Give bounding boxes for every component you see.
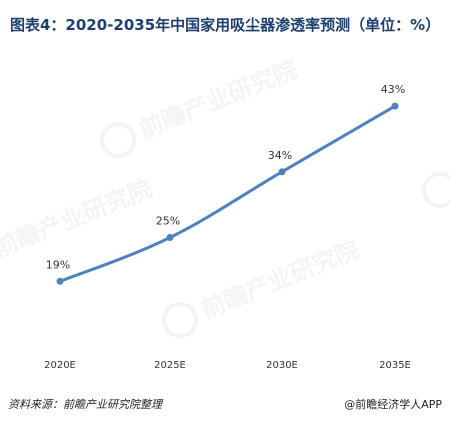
- data-point: [166, 234, 174, 241]
- data-label: 19%: [46, 258, 70, 271]
- watermark-text: 前瞻产业研究院: [0, 174, 156, 263]
- data-label: 34%: [268, 149, 292, 162]
- watermark-logo-icon: [422, 172, 450, 208]
- credit-note: @前瞻经济学人APP: [344, 398, 442, 411]
- footer: 资料来源：前瞻产业研究院整理 @前瞻经济学人APP: [8, 396, 442, 412]
- chart-title: 图表4：2020-2035年中国家用吸尘器渗透率预测（单位：%）: [10, 16, 441, 34]
- watermark-group: 前瞻产业研究院 前瞻产业研究院 前瞻产业研究院: [0, 55, 450, 338]
- watermark-logo-icon: [162, 302, 198, 338]
- data-label: 43%: [381, 83, 405, 96]
- watermark-logo-icon: [100, 122, 136, 158]
- x-tick-label: 2025E: [154, 360, 186, 371]
- data-point: [56, 277, 64, 285]
- x-tick-label: 2020E: [44, 360, 76, 371]
- x-tick-label: 2030E: [266, 360, 298, 371]
- plot-area: 19% 2020E 25% 2025E 34% 2030E 43% 2035E: [44, 83, 411, 371]
- series-line: [59, 104, 396, 283]
- data-point: [391, 102, 399, 110]
- watermark-text: 前瞻产业研究院: [135, 55, 301, 144]
- source-note: 资料来源：前瞻产业研究院整理: [8, 398, 162, 411]
- data-label: 25%: [156, 215, 180, 228]
- data-point: [278, 168, 286, 176]
- x-tick-label: 2035E: [379, 360, 411, 371]
- watermark-text: 前瞻产业研究院: [197, 235, 363, 324]
